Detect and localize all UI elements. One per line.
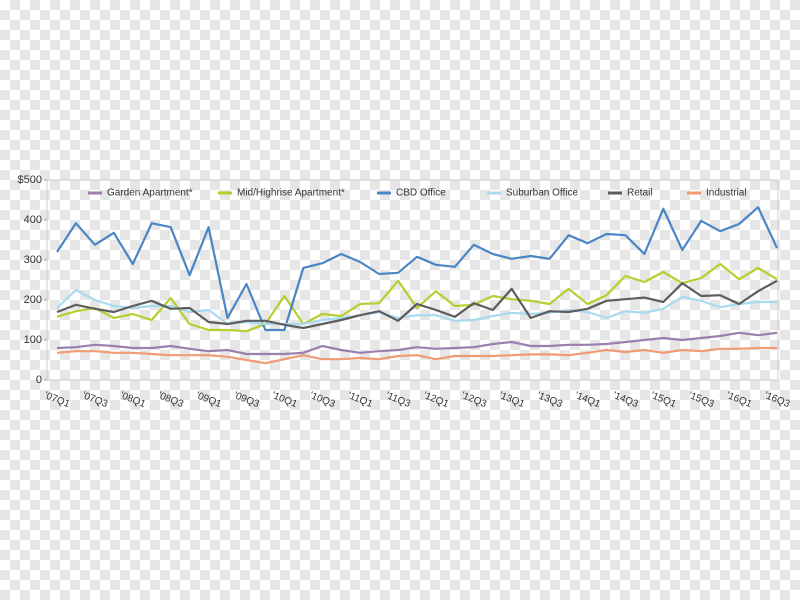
legend-label: Industrial xyxy=(706,188,747,199)
x-tick-label: '15Q3 xyxy=(687,390,716,410)
y-tick-label: 300 xyxy=(24,254,42,266)
x-tick-label: '11Q3 xyxy=(384,390,412,410)
x-tick-label: '08Q3 xyxy=(156,390,185,410)
legend-label: Garden Apartment* xyxy=(107,188,193,199)
x-tick-label: '10Q1 xyxy=(270,390,299,410)
x-tick-label: '14Q1 xyxy=(573,390,602,410)
series-line xyxy=(56,331,778,356)
y-tick-label: 400 xyxy=(24,214,42,226)
legend-label: Suburban Office xyxy=(506,188,579,199)
x-tick-label: '16Q3 xyxy=(763,390,792,410)
x-tick-label: '07Q1 xyxy=(43,390,72,410)
x-tick-label: '15Q1 xyxy=(649,390,678,410)
series-line xyxy=(56,206,778,332)
x-tick-label: '09Q3 xyxy=(232,390,261,410)
y-tick-label: 100 xyxy=(24,334,42,346)
series-line xyxy=(56,346,777,365)
y-tick-label: 0 xyxy=(36,374,42,386)
x-tick-label: '09Q1 xyxy=(194,390,223,410)
x-tick-label: '08Q1 xyxy=(118,390,147,410)
x-tick-label: '14Q3 xyxy=(611,390,640,410)
series-line xyxy=(56,279,778,330)
plot-frame xyxy=(46,179,779,381)
legend-label: CBD Office xyxy=(396,188,446,199)
x-tick-label: '12Q1 xyxy=(422,390,451,410)
series-line xyxy=(56,262,778,333)
x-tick-label: '07Q3 xyxy=(81,390,110,410)
y-tick-label: $500 xyxy=(18,174,42,186)
legend-label: Retail xyxy=(627,188,653,199)
x-tick-label: '10Q3 xyxy=(308,390,337,410)
x-tick-label: '16Q1 xyxy=(725,390,754,410)
y-tick-label: 200 xyxy=(24,294,42,306)
x-tick-label: '13Q1 xyxy=(497,390,526,410)
legend-label: Mid/Highrise Apartment* xyxy=(237,188,345,199)
x-tick-label: '11Q1 xyxy=(346,390,374,410)
x-tick-label: '13Q3 xyxy=(535,390,564,410)
x-tick-label: '12Q3 xyxy=(460,390,489,410)
